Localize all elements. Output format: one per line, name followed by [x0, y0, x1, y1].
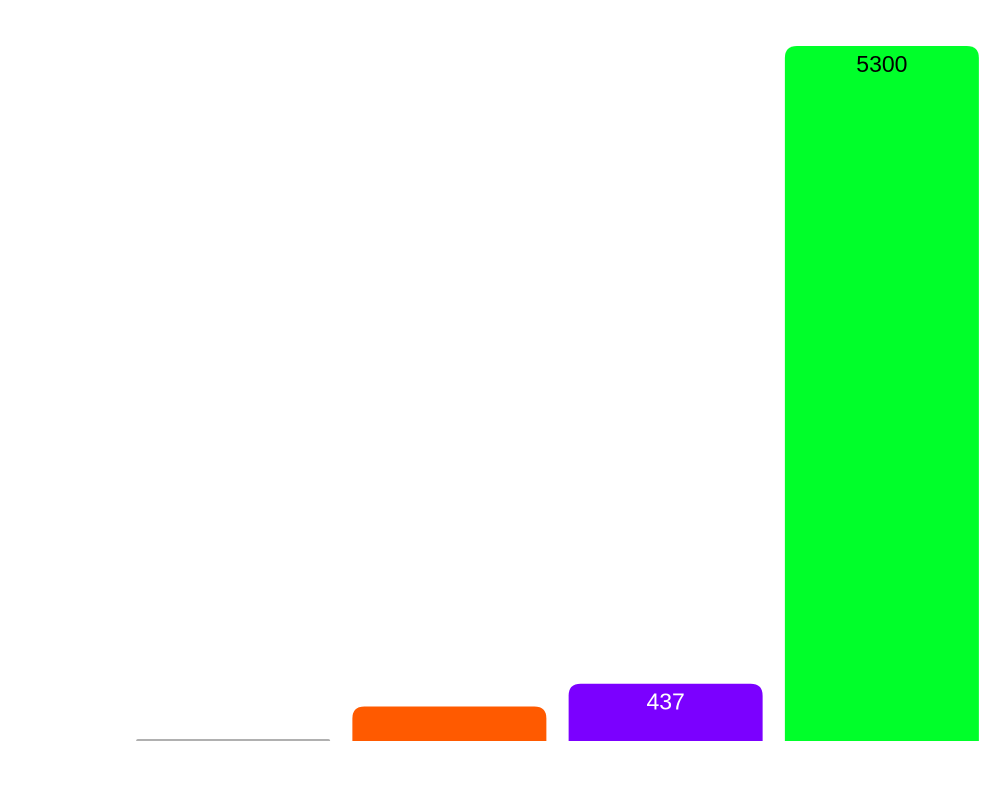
data-label-4: 5300 [856, 51, 907, 77]
bar-1 [136, 739, 331, 741]
bar-2 [352, 706, 547, 741]
data-label-group: 437 5300 [646, 51, 907, 715]
bar-4 [784, 46, 979, 741]
bar-3 [568, 683, 763, 741]
data-label-3: 437 [646, 689, 684, 715]
bar-group [136, 46, 979, 741]
